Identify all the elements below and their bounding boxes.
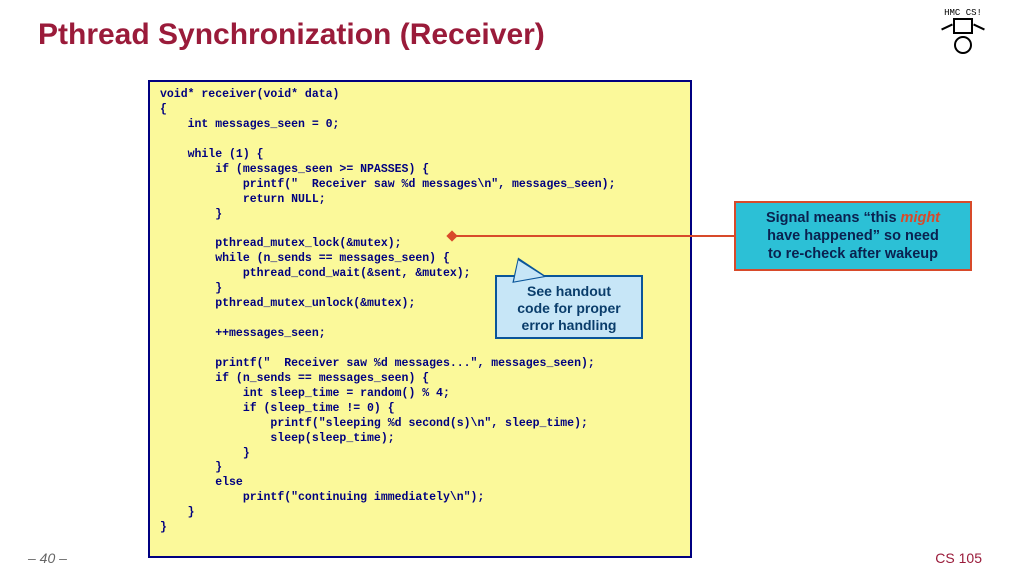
handout-callout: See handout code for proper error handli… bbox=[495, 275, 643, 339]
signal-prefix: Signal means “this bbox=[766, 210, 901, 226]
callout-line1: See handout bbox=[501, 283, 637, 300]
slide-title: Pthread Synchronization (Receiver) bbox=[38, 18, 545, 52]
logo-box-icon bbox=[953, 18, 973, 34]
page-number: – 40 – bbox=[28, 550, 67, 566]
course-label: CS 105 bbox=[935, 550, 982, 566]
signal-line2: have happened” so need bbox=[767, 228, 939, 244]
callout-line3: error handling bbox=[501, 317, 637, 334]
logo-label: HMC CS! bbox=[932, 8, 994, 18]
signal-line3: to re-check after wakeup bbox=[768, 246, 938, 262]
hmc-cs-logo: HMC CS! bbox=[932, 8, 994, 70]
signal-emph: might bbox=[901, 210, 940, 226]
logo-wheel-icon bbox=[954, 36, 972, 54]
connector-line bbox=[450, 235, 734, 237]
signal-callout: Signal means “this might have happened” … bbox=[734, 201, 972, 271]
callout-line2: code for proper bbox=[501, 300, 637, 317]
